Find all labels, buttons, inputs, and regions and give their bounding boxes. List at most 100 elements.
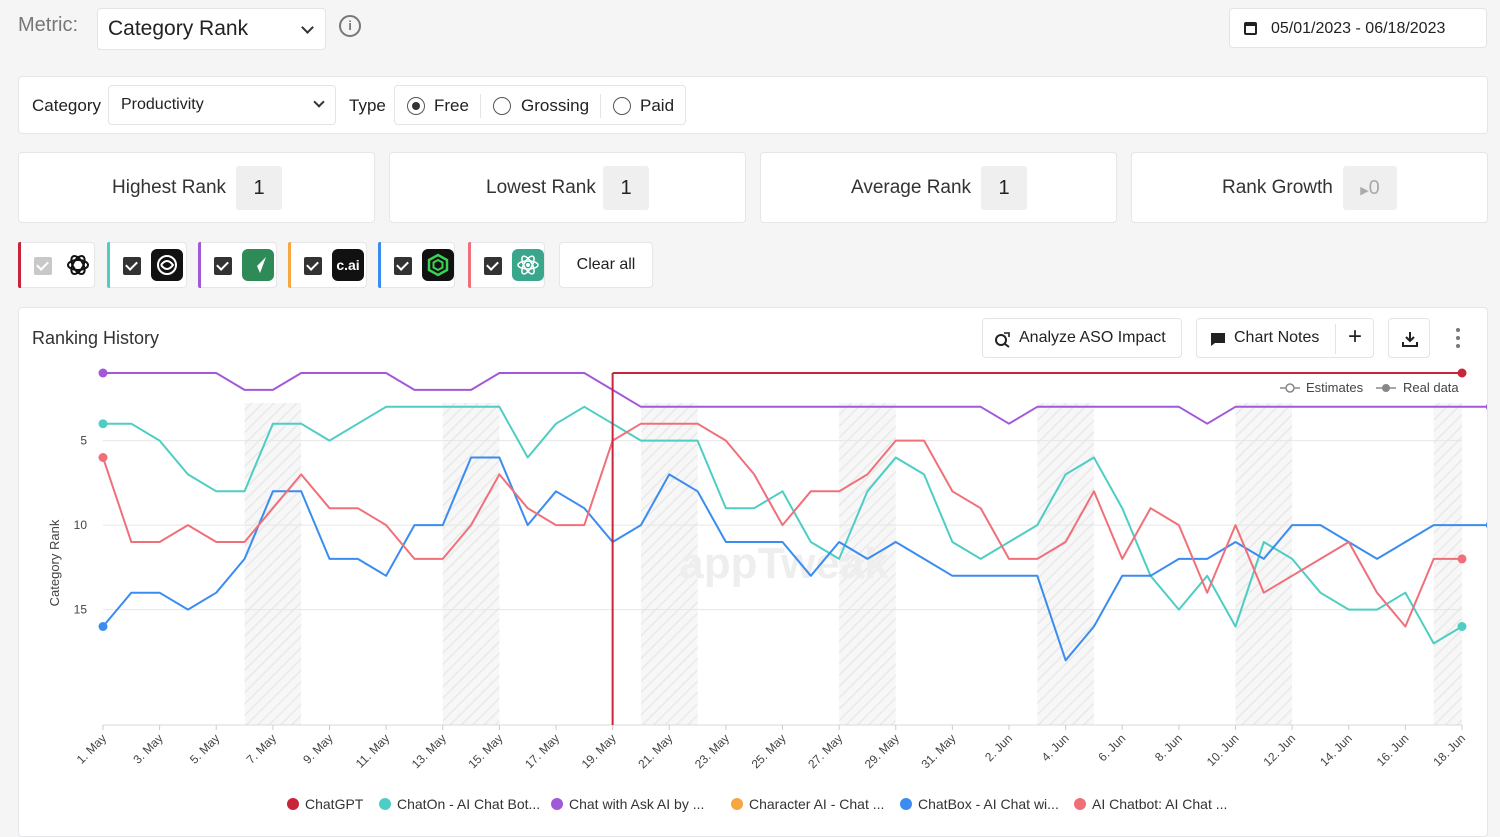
weekend-band xyxy=(640,403,698,725)
legend-label: Character AI - Chat ... xyxy=(749,796,884,812)
app-chip-chatbox[interactable] xyxy=(378,242,455,288)
filter-bar: Category Productivity Type Free Grossing… xyxy=(18,76,1488,134)
legend-dot xyxy=(379,798,391,810)
add-note-plus-icon[interactable]: + xyxy=(1348,323,1363,350)
ranking-history-card: Ranking History Analyze ASO Impact Chart… xyxy=(18,307,1488,837)
legend-dot xyxy=(287,798,299,810)
type-radio-paid[interactable] xyxy=(613,97,631,115)
app-checkbox[interactable] xyxy=(34,257,52,275)
download-button[interactable] xyxy=(1388,318,1430,358)
stat-title: Average Rank xyxy=(851,177,972,198)
app-checkbox[interactable] xyxy=(394,257,412,275)
analyze-icon xyxy=(995,332,1010,348)
x-tick-label: 31. May xyxy=(918,731,958,771)
weekend-band xyxy=(1433,403,1462,725)
app-checkbox[interactable] xyxy=(484,257,502,275)
stat-value-growth: ▶0 xyxy=(1343,166,1397,210)
x-tick-label: 5. May xyxy=(187,731,222,766)
x-tick-label: 3. May xyxy=(130,731,165,766)
metric-select[interactable]: Category Rank xyxy=(97,8,326,50)
analyze-aso-impact-button[interactable]: Analyze ASO Impact xyxy=(982,318,1182,358)
watermark: appTweak xyxy=(679,539,889,588)
category-select[interactable]: Productivity xyxy=(108,85,336,125)
app-chip-characterai[interactable]: c.ai xyxy=(288,242,367,288)
app-chip-chatgpt[interactable] xyxy=(18,242,95,288)
cai-logo-icon: c.ai xyxy=(332,249,364,281)
series-start-point xyxy=(98,622,108,631)
x-tick-label: 6. Jun xyxy=(1095,731,1128,764)
series-line xyxy=(103,372,1487,425)
x-tick-label: 7. May xyxy=(244,731,279,766)
x-tick-label: 2. Jun xyxy=(982,731,1015,764)
weekend-band xyxy=(442,403,500,725)
date-range-picker[interactable]: 05/01/2023 - 06/18/2023 xyxy=(1229,8,1487,48)
type-radio-group: Free Grossing Paid xyxy=(394,85,686,125)
calendar-icon xyxy=(1244,22,1257,35)
x-tick-label: 15. May xyxy=(465,731,505,771)
chevron-down-icon xyxy=(313,96,325,108)
type-free-label: Free xyxy=(434,96,469,115)
app-checkbox[interactable] xyxy=(304,257,322,275)
x-tick-label: 1. May xyxy=(74,731,109,766)
series-end-point xyxy=(1485,522,1487,529)
weekend-band xyxy=(839,403,896,725)
x-tick-label: 17. May xyxy=(522,731,562,771)
series-end-point xyxy=(1457,368,1467,378)
stat-card-average-rank: Average Rank 1 xyxy=(760,152,1117,223)
series-line xyxy=(103,405,1463,645)
app-color-bar xyxy=(198,242,201,288)
x-tick-label: 21. May xyxy=(635,731,675,771)
app-checkbox[interactable] xyxy=(123,257,141,275)
stat-title: Lowest Rank xyxy=(486,177,596,198)
openai-logo-icon xyxy=(62,249,94,281)
analyze-label: Analyze ASO Impact xyxy=(1019,329,1166,346)
stat-title: Rank Growth xyxy=(1222,177,1333,198)
app-checkbox[interactable] xyxy=(214,257,232,275)
legend-dot xyxy=(1074,798,1086,810)
download-icon xyxy=(1402,332,1418,347)
type-radio-free[interactable] xyxy=(407,97,425,115)
divider xyxy=(1335,324,1336,354)
type-paid-label: Paid xyxy=(640,96,675,115)
stat-title: Highest Rank xyxy=(112,177,227,198)
app-chip-aichatbot[interactable] xyxy=(468,242,545,288)
app-chip-chaton[interactable] xyxy=(107,242,187,288)
app-color-bar xyxy=(468,242,471,288)
app-color-bar xyxy=(107,242,110,288)
askai-logo-icon xyxy=(242,249,274,281)
app-chip-askai[interactable] xyxy=(198,242,277,288)
series-line xyxy=(102,456,1487,662)
series-legend-item: ChatOn - AI Chat Bot... xyxy=(379,796,540,812)
real-data-marker-icon xyxy=(1382,384,1390,392)
type-radio-grossing[interactable] xyxy=(493,97,511,115)
chevron-down-icon xyxy=(301,21,314,34)
metric-label: Metric: xyxy=(18,14,78,36)
stat-card-lowest-rank: Lowest Rank 1 xyxy=(389,152,746,223)
chaton-logo-icon xyxy=(151,249,183,281)
y-tick-label: 5 xyxy=(80,434,87,448)
chart-title: Ranking History xyxy=(32,328,160,348)
chart-notes-label: Chart Notes xyxy=(1234,329,1320,346)
series-legend-item: AI Chatbot: AI Chat ... xyxy=(1074,796,1227,812)
info-icon[interactable]: i xyxy=(339,15,361,37)
series-legend-item: Character AI - Chat ... xyxy=(731,796,884,812)
legend-dot xyxy=(900,798,912,810)
legend-label: AI Chatbot: AI Chat ... xyxy=(1092,796,1227,812)
weekend-band xyxy=(244,403,302,725)
chart-notes-button[interactable]: Chart Notes + xyxy=(1196,318,1374,358)
x-tick-label: 11. May xyxy=(353,731,392,770)
stat-card-highest-rank: Highest Rank 1 xyxy=(18,152,375,223)
legend-real-data: Real data xyxy=(1403,380,1459,395)
x-tick-label: 27. May xyxy=(805,731,845,771)
app-color-bar xyxy=(288,242,291,288)
y-tick-label: 10 xyxy=(74,518,88,532)
x-tick-label: 18. Jun xyxy=(1430,731,1468,769)
category-select-value: Productivity xyxy=(121,96,204,113)
ranking-history-chart: 5 10 15 Category Rank 1. May 3. May 5. May 7. M… xyxy=(47,368,1487,812)
clear-all-button[interactable]: Clear all xyxy=(559,242,653,288)
stat-value: 1 xyxy=(603,166,649,210)
stat-card-rank-growth: Rank Growth ▶0 xyxy=(1131,152,1488,223)
x-tick-label: 8. Jun xyxy=(1152,731,1185,764)
divider xyxy=(480,94,481,118)
more-options-icon[interactable] xyxy=(1456,328,1462,352)
